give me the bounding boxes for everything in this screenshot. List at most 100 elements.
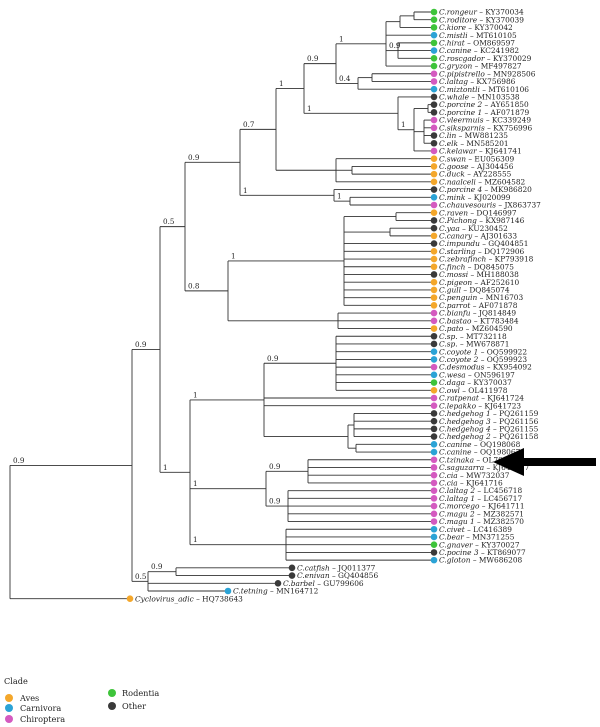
tip-accession: – MZ604582 [476, 177, 525, 186]
tip-species: C.gull [439, 286, 462, 295]
tip-label: C.mistli – MT610105 [439, 31, 517, 40]
support-value: 1 [231, 251, 236, 260]
tip-label: C.zebrafinch – KP793918 [439, 255, 534, 264]
tip-marker-rodentia [430, 39, 438, 47]
tip-accession: – OQ599922 [478, 347, 527, 356]
tip-marker-other [430, 425, 438, 433]
support-value: 0.8 [188, 281, 200, 290]
tip-marker-aves [430, 178, 438, 186]
legend-swatch-carnivora [5, 704, 13, 712]
tip-species: C.finch [439, 262, 466, 271]
tip-accession: – DQ146997 [468, 208, 517, 217]
tip-marker-chiroptera [430, 317, 438, 325]
tip-accession: – KJ641741 [477, 147, 522, 156]
tip-species: C.tetning [233, 587, 268, 596]
tip-label: C.hedgehog 3 – PQ261156 [439, 417, 539, 426]
support-value: 1 [307, 104, 312, 113]
tip-marker-carnivora [430, 47, 438, 54]
tip-marker-other [430, 186, 438, 193]
tip-accession: – KJ641723 [476, 401, 521, 410]
tip-species: C.canine [439, 440, 472, 449]
tip-marker-aves [430, 255, 438, 263]
tip-marker-other [430, 101, 438, 108]
tip-accession: – KX954092 [484, 363, 531, 372]
tip-label: C.gryzon – MF497827 [439, 62, 522, 71]
tip-accession: – AF071878 [470, 301, 517, 310]
tip-marker-carnivora [430, 441, 438, 448]
tip-label: C.barbel – GU799606 [283, 579, 364, 588]
tip-marker-rodentia [430, 62, 438, 70]
tip-species: C.canine [439, 46, 472, 55]
tip-species: C.daga [439, 378, 465, 387]
tip-accession: – LC456718 [475, 486, 522, 495]
tip-accession: – MK986820 [482, 185, 532, 194]
support-value: 0.9 [269, 497, 281, 506]
tip-accession: – AY228555 [465, 170, 512, 179]
tip-accession: – AJ301633 [472, 231, 517, 240]
tip-species: C.pigeon [439, 278, 472, 287]
tip-species: C.mossi [439, 270, 468, 279]
tip-accession: – KJ641716 [458, 479, 503, 488]
tip-species: C.bianfu [439, 309, 471, 318]
tip-marker-aves [430, 209, 438, 217]
legend-label-carnivora: Carnivora [20, 703, 61, 713]
tip-species: C.kiore [439, 23, 467, 32]
tip-marker-aves [430, 248, 438, 255]
tip-marker-rodentia [430, 8, 438, 16]
tip-species: C.canine [439, 448, 472, 457]
tip-species: C.magu 1 [439, 517, 475, 526]
tip-species: C.hirat [439, 38, 465, 47]
tip-marker-other [430, 332, 438, 340]
tip-marker-other [430, 340, 438, 348]
tip-marker-chiroptera [430, 502, 438, 510]
tip-marker-carnivora [430, 371, 438, 379]
tip-marker-aves [430, 286, 438, 294]
tip-marker-chiroptera [430, 363, 438, 371]
legend-swatch-rodentia [108, 689, 116, 697]
tip-species: C.magu 2 [439, 509, 475, 518]
tip-label: C.porcine 1 – AF071879 [439, 108, 530, 117]
tip-accession: – PQ261155 [491, 424, 539, 433]
support-value: 0.9 [269, 462, 281, 471]
tip-marker-carnivora [430, 533, 438, 541]
legend-label-chiroptera: Chiroptera [20, 714, 65, 724]
tip-label: C.hedgehog 1 – PQ261159 [439, 409, 539, 418]
tip-species: C.swan [439, 154, 466, 163]
tip-marker-carnivora [224, 587, 232, 595]
tip-label: C.owl – OL411978 [439, 386, 508, 395]
tip-label: C.elk – MN585201 [439, 139, 509, 148]
legend-label-aves: Aves [19, 693, 39, 703]
tip-marker-other [430, 433, 438, 440]
tip-label: C.ratpenat – KJ641724 [439, 394, 524, 403]
tip-label: C.roscgador – KY370029 [439, 54, 532, 63]
tip-accession: – MN16703 [477, 293, 523, 302]
tip-marker-carnivora [430, 193, 438, 201]
tip-accession: – PQ261158 [491, 432, 539, 441]
tip-marker-aves [430, 170, 438, 178]
tip-species: C.roditore [439, 15, 478, 24]
tip-species: C.yaa [439, 224, 460, 233]
tip-accession: – MT732118 [458, 332, 507, 341]
support-value: 1 [193, 535, 198, 544]
tip-accession: – MZ382570 [475, 517, 525, 526]
tip-accession: – KU230452 [460, 224, 508, 233]
tip-accession: – KY370034 [477, 8, 524, 17]
tip-species: C.hedgehog 3 [439, 417, 491, 426]
tip-accession: – MT610106 [480, 85, 529, 94]
legend-item-rodentia: Rodentia [108, 688, 159, 698]
tip-accession: – GQ404856 [330, 571, 379, 580]
tip-marker-chiroptera [430, 464, 438, 471]
tip-label: C.lepakko – KJ641723 [439, 401, 521, 410]
tip-species: C.pato [439, 324, 464, 333]
tip-marker-other [288, 572, 296, 579]
tip-marker-other [430, 410, 438, 417]
tip-label: C.pocine 3 – KT869077 [439, 548, 526, 557]
support-value: 1 [339, 34, 344, 43]
tip-accession: – OL411978 [460, 386, 508, 395]
tip-accession: – KY370042 [466, 23, 513, 32]
tip-label: C.yaa – KU230452 [439, 224, 508, 233]
tip-label: C.hirat – OM869597 [439, 38, 515, 47]
tip-marker-chiroptera [430, 147, 438, 155]
tip-marker-carnivora [430, 556, 438, 564]
